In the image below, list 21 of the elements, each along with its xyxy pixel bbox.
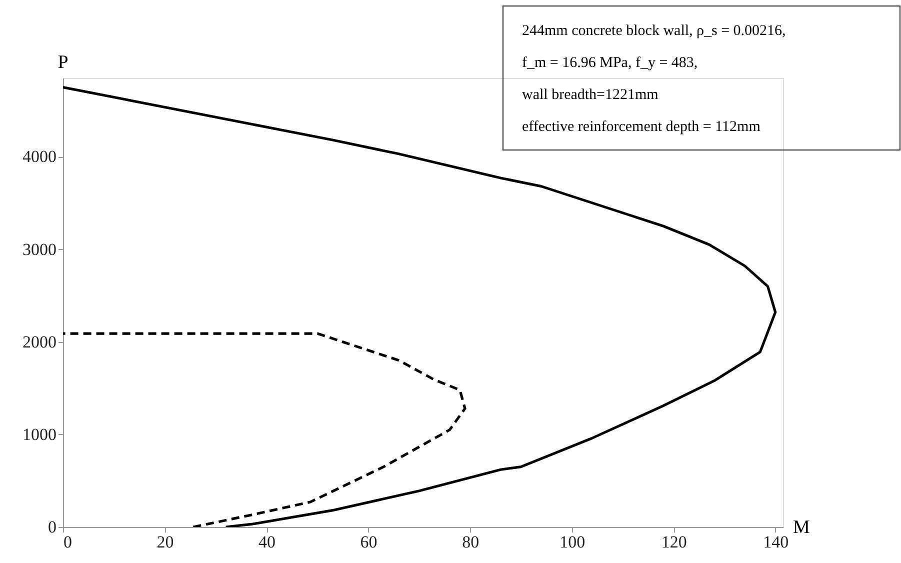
x-tick-label: 40 bbox=[258, 532, 276, 552]
y-tick-label: 1000 bbox=[22, 424, 56, 444]
text: f_m = 16.96 MPa, f_y = 483, bbox=[522, 55, 698, 71]
y-tick-label: 3000 bbox=[22, 240, 56, 259]
y-tick-label: 0 bbox=[48, 518, 56, 536]
x-tick-label: 20 bbox=[156, 532, 174, 552]
x-tick-label: 120 bbox=[661, 532, 687, 552]
x-tick-label: 100 bbox=[560, 532, 586, 552]
x-tick-label: 0 bbox=[64, 532, 72, 552]
line-series bbox=[63, 86, 777, 527]
annotation: effective reinforcement depth = 112mm bbox=[522, 119, 761, 135]
annotation: wall breadth=1221mm bbox=[522, 87, 659, 103]
x-tick-label: 140 bbox=[763, 532, 789, 552]
x-axis-title: M bbox=[793, 517, 810, 538]
y-tick-label: 4000 bbox=[22, 147, 56, 166]
x-tick-label: 60 bbox=[360, 532, 378, 552]
text: 244mm concrete block wall, ρ_s = 0.00216, bbox=[522, 23, 786, 39]
x-tick-label: 80 bbox=[462, 532, 480, 552]
y-axis-title: P bbox=[58, 52, 68, 73]
line-series bbox=[63, 332, 466, 527]
y-tick-label: 2000 bbox=[22, 332, 56, 352]
